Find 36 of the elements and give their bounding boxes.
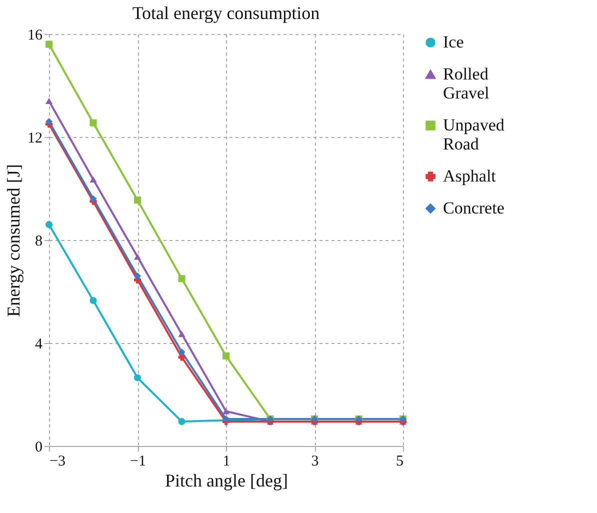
legend-label: Rolled Gravel (443, 64, 490, 102)
point (134, 254, 142, 260)
y-tick-label: 12 (28, 130, 42, 146)
y-tick-label: 0 (35, 440, 42, 456)
legend-label: Concrete (443, 198, 504, 218)
point (134, 196, 142, 204)
point (45, 221, 53, 228)
point (178, 330, 186, 338)
point (222, 352, 230, 360)
point (178, 348, 186, 356)
point (90, 176, 97, 183)
x-tick-label: 5 (396, 454, 404, 470)
y-tick-label: 8 (35, 234, 42, 250)
legend-label: Unpaved Road (443, 116, 505, 154)
chart-title: Total energy consumption (132, 3, 320, 23)
point (90, 195, 97, 202)
point (178, 275, 186, 282)
point (222, 408, 230, 414)
x-axis-title: Pitch angle [deg] (165, 470, 288, 490)
x-tick-label: 1 (222, 454, 230, 470)
x-tick-label: −3 (50, 454, 66, 470)
legend-label: Ice (443, 32, 464, 52)
x-tick-label: 3 (311, 454, 319, 470)
point (45, 118, 53, 126)
y-tick-label: 16 (28, 28, 43, 44)
y-tick-label: 4 (35, 336, 43, 352)
y-axis-title: Energy consumed [J] (4, 164, 24, 317)
point (45, 98, 53, 104)
point (134, 272, 142, 280)
point (90, 119, 97, 126)
x-tick-label: −1 (130, 454, 146, 470)
point (45, 40, 53, 48)
point (90, 296, 97, 304)
point (134, 374, 142, 382)
legend-label: Asphalt (443, 166, 496, 186)
point (178, 418, 186, 426)
